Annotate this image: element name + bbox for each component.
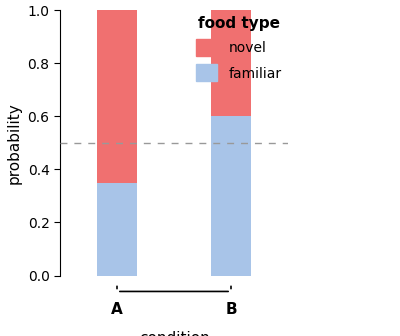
Text: A: A [111,302,123,317]
Bar [97,10,137,183]
Y-axis label: probability: probability [7,102,22,184]
Legend: novel, familiar: novel, familiar [192,12,286,86]
Bar [211,10,251,116]
Text: B: B [225,302,237,317]
Bar [211,116,251,276]
Bar [97,183,137,276]
Text: condition: condition [139,331,209,336]
